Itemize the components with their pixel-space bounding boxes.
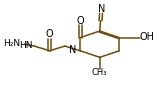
- Text: O: O: [76, 16, 84, 26]
- Text: H₂N: H₂N: [3, 39, 21, 48]
- Text: N: N: [69, 45, 77, 55]
- Text: OH: OH: [139, 32, 154, 42]
- Text: O: O: [46, 29, 53, 39]
- Text: HN: HN: [19, 41, 33, 50]
- Text: CH₃: CH₃: [92, 68, 107, 77]
- Text: N: N: [98, 4, 106, 14]
